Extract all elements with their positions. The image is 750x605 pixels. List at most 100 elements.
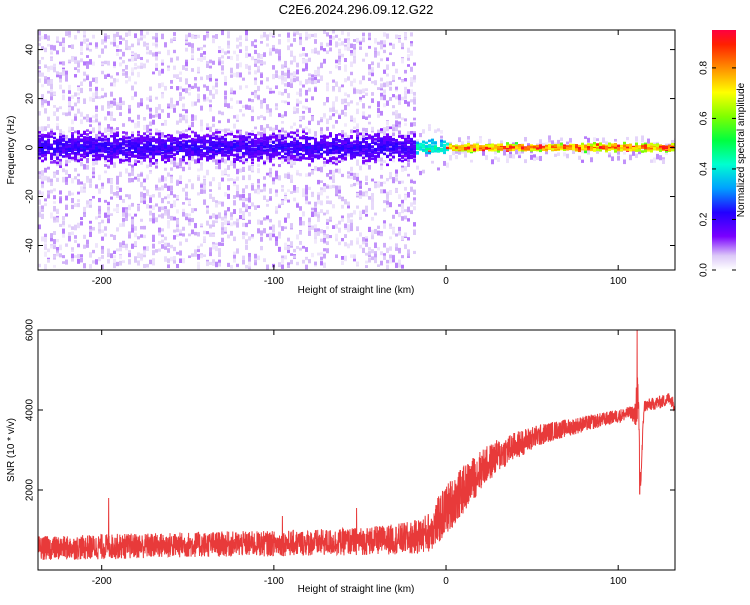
spectrogram-cell — [314, 69, 317, 76]
spectrogram-cell — [359, 151, 362, 154]
spectrogram-cell — [197, 160, 200, 164]
spectrogram-cell — [257, 148, 260, 152]
spectrogram-cell — [164, 210, 167, 214]
spectrogram-cell — [365, 193, 368, 197]
spectrogram-cell — [269, 32, 272, 37]
spectrogram-cell — [41, 183, 44, 188]
spectrogram-cell — [341, 134, 344, 138]
spectrogram-cell — [128, 136, 131, 139]
spectrogram-cell — [320, 252, 323, 256]
spectrogram-cell — [392, 111, 395, 116]
spectrogram-cell — [248, 148, 251, 152]
spectrogram-cell — [41, 46, 44, 51]
spectrogram-cell — [152, 218, 155, 224]
spectrogram-cell — [104, 116, 107, 121]
spectrogram-cell — [296, 261, 299, 266]
spectrogram-cell — [320, 147, 323, 151]
spectrogram-cell — [155, 43, 158, 47]
spectrogram-cell — [242, 175, 245, 181]
spectrogram-cell — [362, 130, 365, 136]
spectrogram-cell — [215, 245, 218, 252]
spectrogram-cell — [401, 117, 404, 121]
spectrogram-cell — [179, 92, 182, 97]
spectrogram-cell — [383, 255, 386, 260]
spectrogram-cell — [317, 217, 320, 222]
spectrogram-cell — [200, 105, 203, 111]
spectrogram-cell — [314, 131, 317, 137]
spectrogram-cell — [293, 147, 296, 151]
spectrogram-cell — [218, 185, 221, 190]
spectrogram-cell — [170, 150, 173, 154]
spectrogram-cell — [308, 57, 311, 62]
spectrogram-cell — [254, 92, 257, 99]
spectrogram-cell — [203, 51, 206, 55]
spectrogram-cell — [227, 165, 230, 170]
spectrogram-cell — [155, 57, 158, 61]
spectrogram-cell — [371, 154, 374, 158]
spectrogram-cell — [122, 51, 125, 57]
spectrogram-cell — [326, 152, 329, 155]
figure-title: C2E6.2024.296.09.12.G22 — [279, 2, 434, 17]
spectrogram-cell — [371, 145, 374, 149]
spectrogram-cell — [200, 136, 203, 139]
spectrogram-cell — [380, 150, 383, 154]
spectrogram-cell — [191, 137, 194, 141]
spectrogram-cell — [350, 141, 353, 145]
spectrogram-cell — [125, 131, 128, 135]
spectrogram-cell — [347, 134, 350, 139]
spectrogram-cell — [380, 130, 383, 134]
spectrogram-cell — [125, 144, 128, 148]
spectrogram-cell — [359, 141, 362, 145]
spectrogram-cell — [80, 257, 83, 263]
spectrogram-cell — [410, 43, 413, 47]
spectrogram-cell — [392, 152, 395, 159]
spectrogram-cell — [287, 150, 290, 154]
spectrogram-cell — [125, 42, 128, 48]
spectrogram-cell — [302, 221, 305, 226]
spectrogram-cell — [134, 66, 137, 70]
spectrogram-cell — [395, 68, 398, 74]
spectrogram-cell — [242, 151, 245, 155]
spectrogram-cell — [293, 185, 296, 191]
spectrogram-cell — [197, 146, 200, 150]
spectrogram-cell — [341, 260, 344, 265]
spectrogram-cell — [137, 130, 140, 134]
spectrogram-cell — [38, 60, 41, 65]
spectrogram-cell — [53, 205, 56, 212]
spectrogram-cell — [224, 140, 227, 143]
spectrogram-cell — [389, 81, 392, 86]
spectrogram-cell — [392, 62, 395, 67]
spectrogram-cell — [260, 73, 263, 78]
spectrogram-cell — [377, 141, 380, 145]
spectrogram-cell — [185, 47, 188, 52]
spectrogram-cell — [71, 145, 74, 149]
spectrogram-cell — [83, 143, 86, 146]
spectrogram-cell — [353, 44, 356, 48]
spectrogram-cell — [407, 89, 410, 94]
spectrogram-cell — [122, 153, 125, 156]
spectrogram-cell — [353, 210, 356, 214]
spectrogram-cell — [218, 149, 221, 152]
spectrogram-cell — [323, 135, 326, 138]
spectrogram-cell — [275, 144, 278, 148]
spectrogram-cell — [389, 149, 392, 152]
spectrogram-cell — [218, 110, 221, 115]
spectrogram-cell — [62, 134, 65, 138]
spectrogram-cell — [128, 30, 131, 37]
spectrogram-cell — [398, 130, 401, 135]
spectrogram-cell — [383, 181, 386, 185]
spectrogram-cell — [257, 156, 260, 159]
spectrogram-cell — [263, 150, 266, 153]
spectrogram-cell — [329, 145, 332, 148]
spectrogram-cell — [98, 153, 101, 157]
spectrogram-cell — [47, 116, 50, 121]
spectrogram-cell — [278, 147, 281, 150]
spectrogram-cell — [140, 173, 143, 177]
spectrogram-cell — [71, 141, 74, 144]
spectrogram-cell — [119, 102, 122, 107]
spectrogram-cell — [305, 184, 308, 190]
spectrogram-cell — [407, 192, 410, 198]
spectrogram-cell — [110, 162, 113, 165]
spectrogram-cell — [89, 204, 92, 208]
spectrogram-cell — [221, 140, 224, 144]
